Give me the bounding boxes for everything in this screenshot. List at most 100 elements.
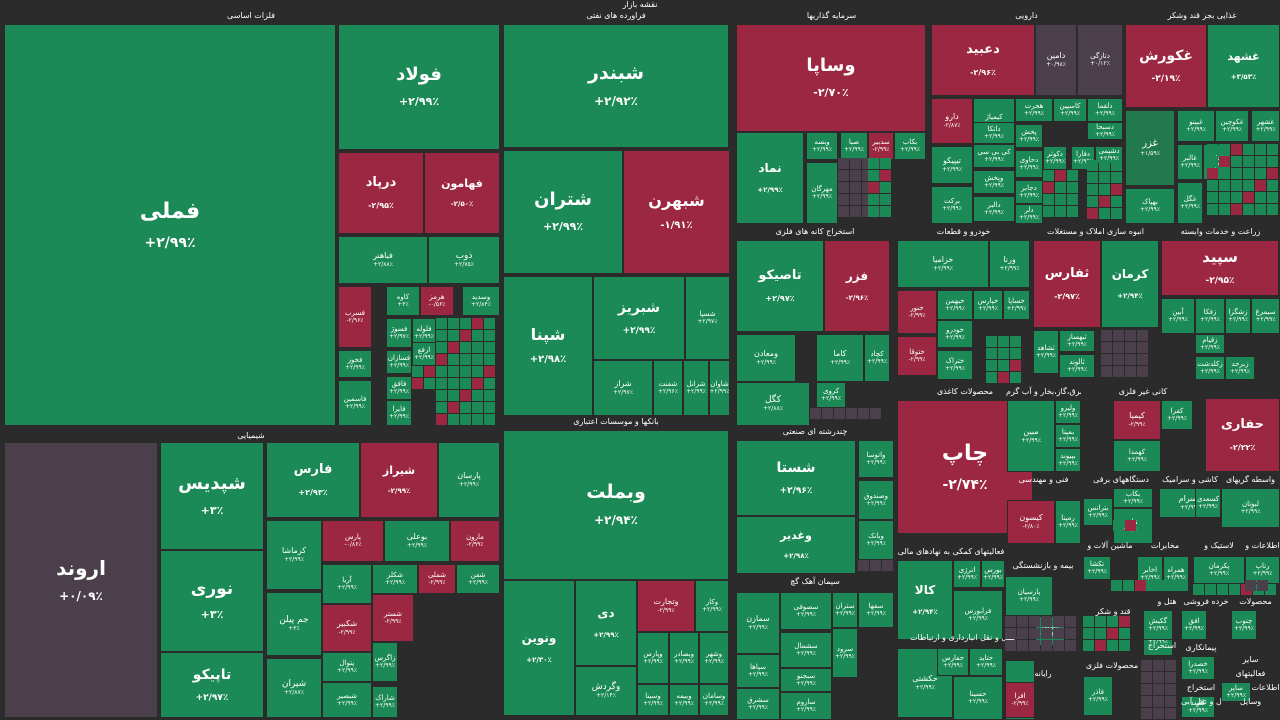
small-tile[interactable] bbox=[1067, 194, 1078, 205]
small-tile[interactable] bbox=[1043, 170, 1054, 181]
stock-tile[interactable]: سبجنو +۲/۹۹٪ bbox=[780, 668, 832, 692]
stock-tile[interactable]: شراز +۲/۹۷٪ bbox=[593, 360, 653, 416]
stock-tile[interactable]: شکبیر -۲/۹۹٪ bbox=[322, 604, 372, 652]
small-tile[interactable] bbox=[870, 560, 881, 571]
small-tile[interactable] bbox=[1005, 640, 1016, 651]
stock-tile[interactable]: زشگزا +۲/۹۹٪ bbox=[1225, 298, 1251, 334]
small-tile[interactable] bbox=[1067, 182, 1078, 193]
small-tile[interactable] bbox=[472, 366, 483, 377]
stock-tile[interactable]: دتازگی +۰/۱۲٪ bbox=[1077, 24, 1123, 96]
stock-tile[interactable]: زقیام +۲/۹۹٪ bbox=[1195, 334, 1225, 354]
stock-tile[interactable]: فزر -۲/۹۶٪ bbox=[824, 240, 890, 332]
stock-tile[interactable]: زکلدشت +۲/۹۹٪ bbox=[1195, 356, 1225, 380]
small-tile[interactable] bbox=[460, 366, 471, 377]
stock-tile[interactable]: ختراک +۲/۹۹٪ bbox=[937, 350, 973, 380]
small-tile[interactable] bbox=[1141, 660, 1152, 671]
stock-tile[interactable]: تاپیکو +۲/۹۷٪ bbox=[160, 652, 264, 718]
small-tile[interactable] bbox=[1087, 196, 1098, 207]
stock-tile[interactable]: شکلر +۲/۹۹٪ bbox=[372, 564, 418, 594]
stock-tile[interactable]: کالا +۲/۹۴٪ bbox=[897, 560, 953, 640]
stock-tile[interactable]: پخش +۲/۹۹٪ bbox=[1015, 124, 1043, 148]
small-tile[interactable] bbox=[810, 408, 821, 419]
small-tile[interactable] bbox=[436, 390, 447, 401]
stock-tile[interactable]: دعبید -۲/۹۶٪ bbox=[931, 24, 1035, 96]
stock-tile[interactable]: غالبر +۲/۹۹٪ bbox=[1177, 144, 1203, 180]
small-tile[interactable] bbox=[1255, 144, 1266, 155]
small-tile[interactable] bbox=[868, 194, 879, 205]
stock-tile[interactable]: سدبیر -۲/۹۹٪ bbox=[868, 132, 894, 160]
small-tile[interactable] bbox=[880, 206, 891, 217]
small-tile[interactable] bbox=[484, 318, 495, 329]
small-tile[interactable] bbox=[1113, 342, 1124, 353]
small-tile[interactable] bbox=[1113, 366, 1124, 377]
stock-tile[interactable]: وگردش +۲/۱۴٪ bbox=[575, 666, 637, 716]
small-tile[interactable] bbox=[448, 354, 459, 365]
small-tile[interactable] bbox=[1083, 616, 1094, 627]
small-tile[interactable] bbox=[1219, 192, 1230, 203]
stock-tile[interactable]: دسبحا +۲/۹۹٪ bbox=[1087, 122, 1123, 140]
stock-tile[interactable]: بکاب +۲/۹۹٪ bbox=[894, 132, 926, 160]
small-tile[interactable] bbox=[460, 330, 471, 341]
stock-tile[interactable]: شبندر +۲/۹۲٪ bbox=[503, 24, 729, 148]
small-tile[interactable] bbox=[1255, 204, 1266, 215]
stock-tile[interactable]: بهپاک +۲/۹۹٪ bbox=[1125, 188, 1175, 224]
small-tile[interactable] bbox=[1267, 156, 1278, 167]
small-tile[interactable] bbox=[1153, 708, 1164, 719]
stock-tile[interactable]: شیران +۲/۸۷٪ bbox=[266, 658, 322, 718]
stock-tile[interactable]: فاسمین +۲/۹۹٪ bbox=[338, 380, 372, 426]
small-tile[interactable] bbox=[1111, 580, 1122, 591]
small-tile[interactable] bbox=[1219, 156, 1230, 167]
stock-tile[interactable]: فباهنر +۲/۸۸٪ bbox=[338, 236, 428, 284]
small-tile[interactable] bbox=[1165, 672, 1176, 683]
stock-tile[interactable]: دالبر +۲/۹۹٪ bbox=[973, 196, 1015, 222]
stock-tile[interactable]: داتکا +۲/۹۹٪ bbox=[973, 122, 1015, 144]
stock-tile[interactable]: غزر +۱/۵۹٪ bbox=[1125, 110, 1175, 186]
small-tile[interactable] bbox=[1101, 330, 1112, 341]
stock-tile[interactable]: حفاری -۲/۲۲٪ bbox=[1205, 398, 1280, 472]
small-tile[interactable] bbox=[986, 336, 997, 347]
small-tile[interactable] bbox=[1153, 696, 1164, 707]
small-tile[interactable] bbox=[484, 342, 495, 353]
small-tile[interactable] bbox=[1067, 206, 1078, 217]
small-tile[interactable] bbox=[1043, 194, 1054, 205]
small-tile[interactable] bbox=[1010, 348, 1021, 359]
stock-tile[interactable]: ثالوند +۲/۹۹٪ bbox=[1059, 354, 1095, 378]
stock-tile[interactable]: فاذر +۲/۹۹٪ bbox=[1083, 676, 1113, 716]
small-tile[interactable] bbox=[1113, 520, 1124, 531]
small-tile[interactable] bbox=[1207, 144, 1218, 155]
stock-tile[interactable]: بپیوند +۲/۹۹٪ bbox=[1055, 448, 1081, 472]
stock-tile[interactable]: خودرو +۲/۹۹٪ bbox=[937, 320, 973, 348]
stock-tile[interactable]: سرود +۲/۹۹٪ bbox=[832, 628, 858, 678]
small-tile[interactable] bbox=[1165, 660, 1176, 671]
stock-tile[interactable]: افرا -۲/۹۹٪ bbox=[1005, 682, 1035, 718]
small-tile[interactable] bbox=[484, 414, 495, 425]
stock-tile[interactable]: ستران +۲/۹۹٪ bbox=[832, 592, 858, 628]
small-tile[interactable] bbox=[874, 182, 885, 193]
stock-tile[interactable]: کاوه +۳٪ bbox=[386, 286, 420, 316]
stock-tile[interactable]: نماد +۲/۹۹٪ bbox=[736, 132, 804, 224]
stock-tile[interactable]: پارس -۰/۸۶٪ bbox=[322, 520, 384, 562]
stock-tile[interactable]: تکشا +۲/۹۹٪ bbox=[1083, 556, 1111, 580]
small-tile[interactable] bbox=[1243, 204, 1254, 215]
small-tile[interactable] bbox=[1119, 640, 1130, 651]
stock-tile[interactable]: پارسان +۲/۹۹٪ bbox=[438, 442, 500, 518]
small-tile[interactable] bbox=[1267, 192, 1278, 203]
small-tile[interactable] bbox=[1043, 206, 1054, 217]
small-tile[interactable] bbox=[1123, 580, 1134, 591]
stock-tile[interactable]: زاگرس +۲/۹۹٪ bbox=[372, 642, 398, 682]
small-tile[interactable] bbox=[874, 158, 885, 169]
small-tile[interactable] bbox=[1099, 160, 1110, 171]
small-tile[interactable] bbox=[448, 402, 459, 413]
stock-tile[interactable]: پارسیان +۲/۹۹٪ bbox=[1005, 576, 1053, 616]
stock-tile[interactable]: فملی +۲/۹۹٪ bbox=[4, 24, 336, 426]
small-tile[interactable] bbox=[1267, 168, 1278, 179]
small-tile[interactable] bbox=[484, 366, 495, 377]
small-tile[interactable] bbox=[1137, 366, 1148, 377]
small-tile[interactable] bbox=[1207, 192, 1218, 203]
stock-tile[interactable]: جم پیلن +۳٪ bbox=[266, 592, 322, 656]
small-tile[interactable] bbox=[1231, 192, 1242, 203]
small-tile[interactable] bbox=[868, 158, 879, 169]
small-tile[interactable] bbox=[850, 194, 861, 205]
stock-tile[interactable]: غشهر +۲/۹۹٪ bbox=[1251, 110, 1280, 142]
small-tile[interactable] bbox=[1017, 640, 1028, 651]
